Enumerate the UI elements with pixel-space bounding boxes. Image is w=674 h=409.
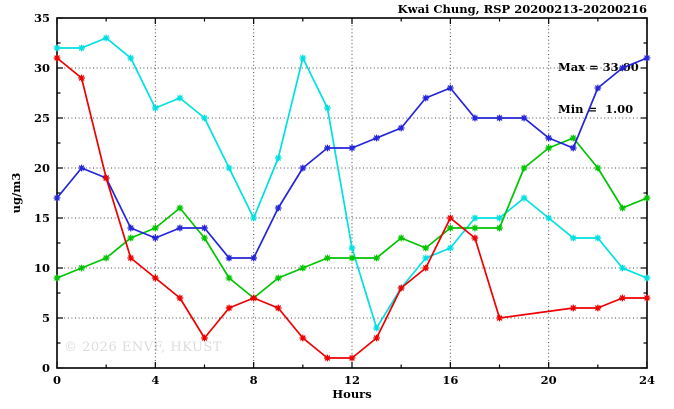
x-tick-label: 20 xyxy=(541,373,557,387)
maxmin-annotation: Max = 33.00 Min = 1.00 xyxy=(558,32,639,144)
x-tick-label: 12 xyxy=(344,373,360,387)
series-blue xyxy=(53,54,651,262)
y-tick-label: 10 xyxy=(34,261,50,275)
axis-ticks xyxy=(56,17,648,369)
min-value-label: Min = 1.00 xyxy=(558,102,634,116)
y-tick-label: 20 xyxy=(34,161,50,175)
x-tick-label: 8 xyxy=(250,373,258,387)
series-red xyxy=(53,54,651,362)
chart-title: Kwai Chung, RSP 20200213-20200216 xyxy=(397,2,647,16)
y-tick-labels: 0 5 10 15 20 25 30 35 xyxy=(34,11,50,375)
x-tick-label: 4 xyxy=(151,373,159,387)
y-tick-label: 15 xyxy=(34,211,50,225)
red-line xyxy=(56,57,647,359)
x-tick-label: 16 xyxy=(442,373,458,387)
y-tick-label: 0 xyxy=(42,361,50,375)
x-axis-label: Hours xyxy=(332,387,372,401)
series-green xyxy=(53,134,651,302)
blue-markers xyxy=(53,54,651,262)
axis-border xyxy=(56,17,648,369)
green-markers xyxy=(53,134,651,302)
watermark: © 2026 ENVF, HKUST xyxy=(64,340,222,355)
gridlines xyxy=(57,18,647,368)
y-tick-label: 30 xyxy=(34,61,50,75)
x-tick-label: 24 xyxy=(639,373,655,387)
x-tick-label: 0 xyxy=(53,373,61,387)
red-markers xyxy=(53,54,651,362)
series-cyan xyxy=(53,34,651,332)
cyan-markers xyxy=(53,34,651,332)
y-tick-label: 5 xyxy=(42,311,50,325)
x-tick-labels: 0 4 8 12 16 20 24 xyxy=(53,373,655,387)
y-tick-label: 25 xyxy=(34,111,50,125)
y-tick-label: 35 xyxy=(34,11,50,25)
